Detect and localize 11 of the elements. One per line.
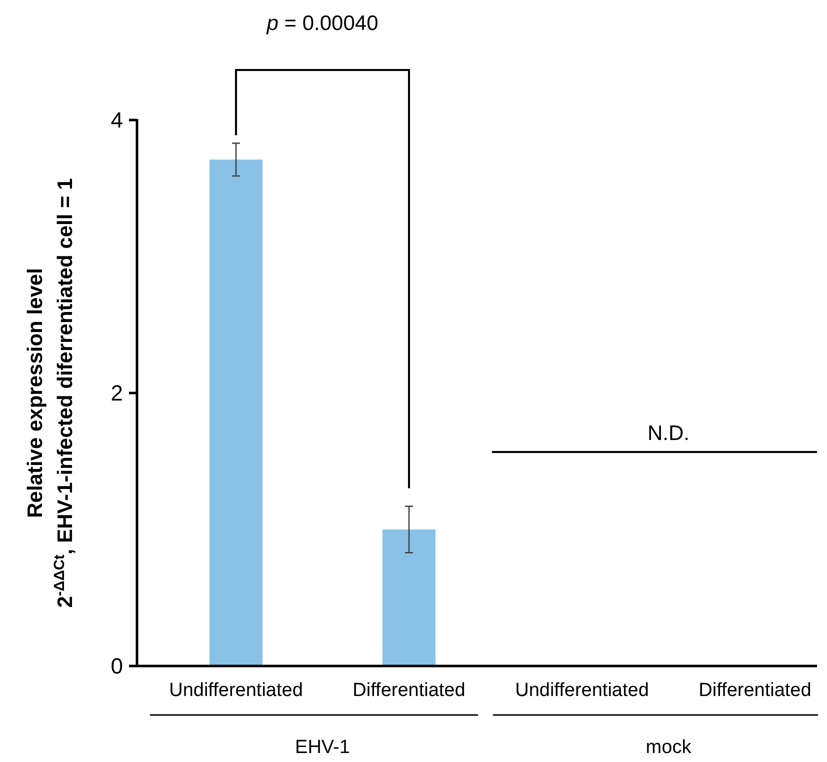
x-tick-label: Differentiated — [698, 680, 812, 701]
text: EHV-1 — [295, 737, 350, 758]
text: p = 0.00040 — [266, 12, 378, 35]
annotation: N.D. — [648, 422, 690, 445]
y-tick-label: 4 — [110, 108, 123, 133]
x-tick-label: Differentiated — [352, 680, 466, 701]
y-tick-label: 0 — [110, 654, 123, 679]
text: mock — [646, 737, 692, 758]
x-tick-label: Undifferentiated — [515, 680, 649, 701]
x-tick-label: Undifferentiated — [169, 680, 303, 701]
y-tick-label: 2 — [110, 380, 123, 406]
